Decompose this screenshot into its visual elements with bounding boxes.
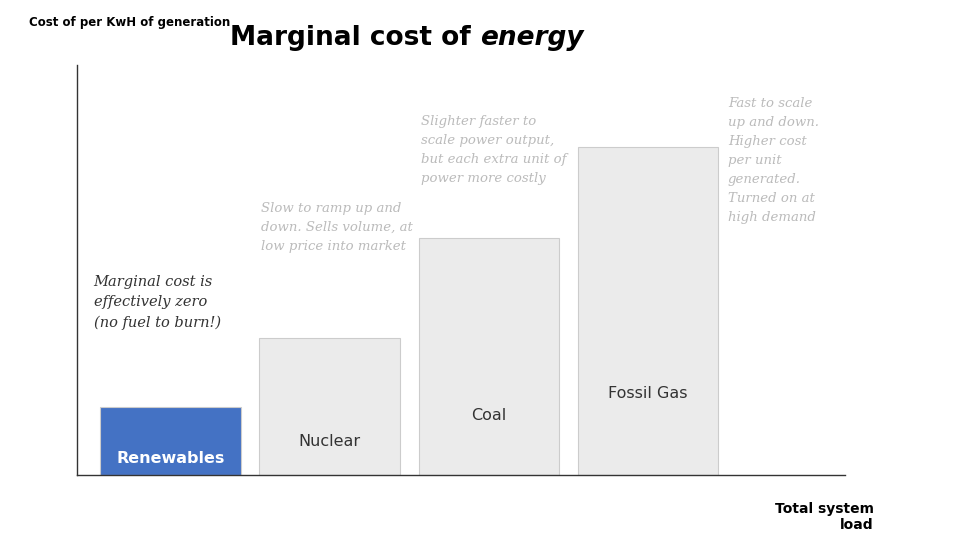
Text: Slow to ramp up and
down. Sells volume, at
low price into market: Slow to ramp up and down. Sells volume, … [261, 201, 413, 253]
Text: Fossil Gas: Fossil Gas [609, 386, 688, 401]
Text: energy: energy [480, 25, 584, 51]
Text: Marginal cost is
effectively zero
(no fuel to burn!): Marginal cost is effectively zero (no fu… [94, 274, 221, 330]
Text: Coal: Coal [471, 408, 507, 423]
Bar [419, 238, 559, 475]
Text: Slighter faster to
scale power output,
but each extra unit of
power more costly: Slighter faster to scale power output, b… [420, 115, 566, 185]
Text: Nuclear: Nuclear [299, 434, 361, 449]
Text: Total system
load: Total system load [775, 502, 874, 532]
Text: Fast to scale
up and down.
Higher cost
per unit
generated.
Turned on at
high dem: Fast to scale up and down. Higher cost p… [728, 97, 819, 224]
Text: Cost of per KwH of generation: Cost of per KwH of generation [29, 16, 230, 29]
Text: Renewables: Renewables [116, 450, 225, 465]
Bar [259, 339, 400, 475]
Bar [578, 147, 718, 475]
Text: Marginal cost of: Marginal cost of [230, 25, 480, 51]
Bar [100, 407, 241, 475]
